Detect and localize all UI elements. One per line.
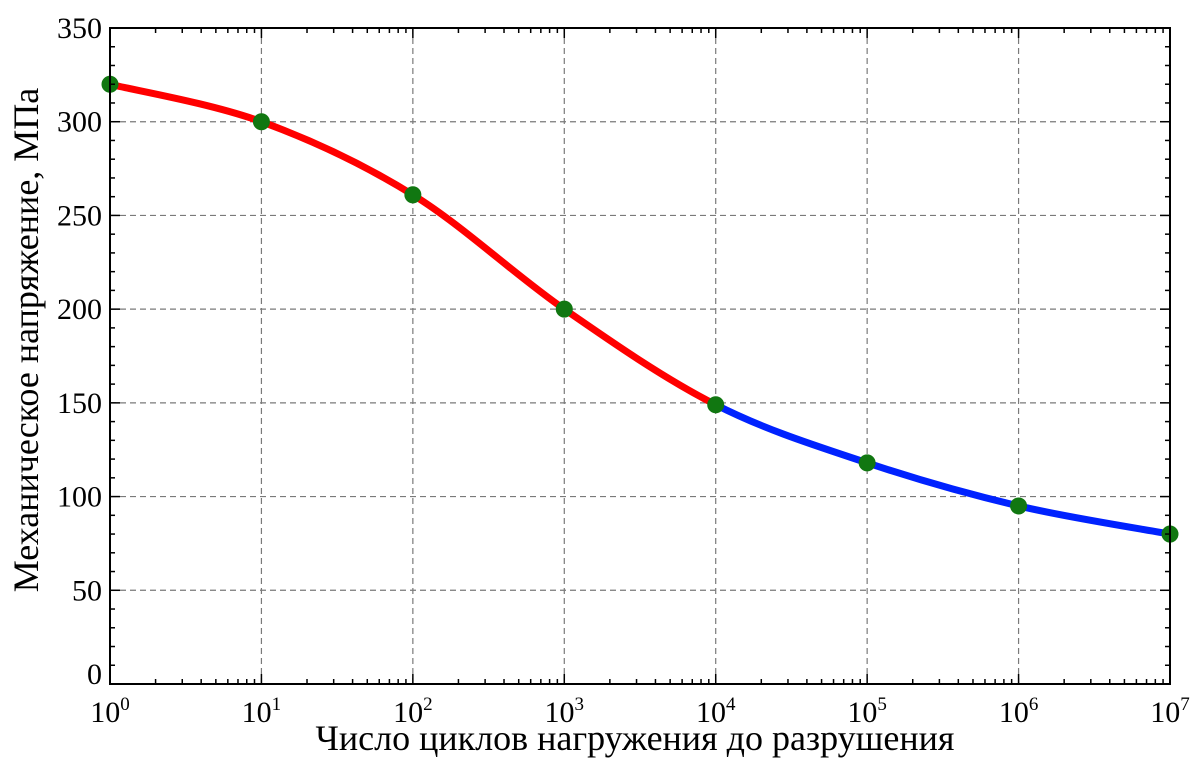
x-tick-label: 104 (696, 694, 736, 729)
x-axis-title: Число циклов нагружения до разрушения (316, 718, 955, 758)
data-point (252, 113, 270, 131)
data-point (1010, 497, 1028, 515)
tick-labels: 100 101 102 103 104 105 106 107 0 50 100 150 200 250 3… (57, 12, 1190, 729)
y-axis-title: Механическое напряжение, МПа (6, 88, 46, 593)
tick-marks (109, 27, 1171, 685)
data-points (101, 75, 1179, 543)
x-tick-label: 101 (242, 694, 282, 729)
y-tick-label: 0 (87, 658, 102, 691)
plot-frame (109, 27, 1171, 685)
series-line-high-cycle (714, 401, 1171, 538)
y-tick-label: 100 (57, 481, 102, 514)
y-tick-label: 150 (57, 387, 102, 420)
x-tick-label: 107 (1150, 694, 1190, 729)
y-tick-label: 300 (57, 106, 102, 139)
x-tick-label: 103 (545, 694, 585, 729)
y-tick-label: 350 (57, 12, 102, 45)
y-tick-label: 250 (57, 199, 102, 232)
data-point (858, 454, 876, 472)
x-tick-label: 106 (999, 694, 1039, 729)
data-point (707, 396, 725, 414)
x-tick-label: 102 (393, 694, 433, 729)
y-tick-label: 50 (72, 574, 102, 607)
x-tick-label: 105 (847, 694, 887, 729)
x-tick-label: 100 (90, 694, 130, 729)
y-tick-label: 200 (57, 293, 102, 326)
data-point (404, 186, 422, 204)
data-point (555, 300, 573, 318)
